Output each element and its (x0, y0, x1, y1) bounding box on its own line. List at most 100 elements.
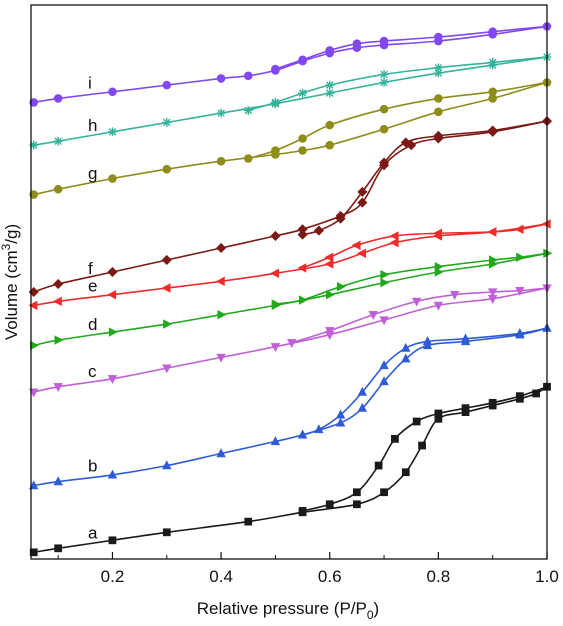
series-h-point (325, 88, 335, 98)
series-a-point (108, 536, 117, 545)
series-e-point (161, 283, 171, 293)
series-f-point (216, 242, 227, 254)
x-tick-label: 0.2 (101, 567, 125, 586)
series-a (29, 382, 551, 557)
series-label-a: a (88, 523, 98, 542)
series-g-point (434, 94, 443, 103)
series-d (30, 248, 553, 351)
series-b-point (335, 409, 346, 419)
series-h-point (53, 136, 63, 146)
series-i-point (29, 98, 39, 107)
series-e-point (52, 296, 62, 307)
series-g (29, 78, 552, 199)
series-c-point (433, 301, 444, 311)
series-c-point (515, 287, 525, 296)
series-a-point (488, 398, 497, 407)
series-f-point (357, 186, 368, 197)
series-i-adsorption-line (33, 25, 548, 104)
plot-content (28, 22, 553, 557)
series-b (29, 322, 552, 490)
series-g-desorption-line (248, 81, 548, 160)
series-i-point (271, 64, 280, 74)
series-label-i: i (88, 73, 92, 92)
series-e-point (324, 252, 334, 263)
series-a-point (401, 468, 410, 477)
series-e-point (514, 224, 524, 234)
series-d-point (108, 327, 118, 337)
series-d-point (54, 335, 64, 345)
series-g-point (271, 146, 280, 155)
series-c (29, 284, 552, 398)
series-e-point (357, 248, 366, 258)
series-i (29, 22, 552, 107)
series-h-point (433, 63, 443, 73)
series-h-point (162, 118, 172, 127)
series-b-point (357, 386, 368, 396)
series-e-point (297, 263, 307, 273)
series-label-d: d (88, 315, 97, 334)
series-c-point (270, 343, 281, 353)
series-e-point (433, 228, 443, 238)
series-d-point (217, 310, 227, 320)
series-h-point (108, 127, 117, 137)
series-c-point (216, 353, 226, 363)
series-e-point (389, 231, 399, 241)
series-e-point (28, 300, 38, 311)
series-a-point (380, 488, 388, 497)
series-a-point (412, 417, 421, 426)
series-label-h: h (88, 116, 97, 135)
series-a-point (532, 389, 541, 398)
series-h-point (298, 88, 307, 98)
series-a-point (391, 434, 399, 443)
series-g-point (216, 156, 226, 166)
x-tick-label: 0.6 (318, 567, 342, 586)
series-a-point (434, 409, 443, 418)
series-f-point (53, 278, 64, 290)
series-label-b: b (88, 457, 97, 476)
series-a-point (29, 548, 38, 557)
series-b-point (162, 460, 172, 470)
series-b-desorption-line (302, 327, 548, 436)
series-a-adsorption-line (33, 386, 548, 554)
series-a-point (162, 528, 171, 537)
series-b-point (357, 402, 368, 412)
series-b-point (335, 417, 346, 427)
series-d-point (326, 289, 336, 300)
series-b-point (379, 376, 389, 386)
series-a-point (54, 544, 63, 553)
series-e-point (351, 240, 361, 250)
series-d-point (434, 261, 444, 272)
series-g-point (53, 184, 63, 194)
series-a-point (418, 441, 426, 450)
series-c-point (449, 291, 460, 300)
series-a-point (353, 500, 361, 509)
series-label-c: c (88, 362, 97, 381)
series-h (29, 52, 552, 150)
series-i-point (325, 46, 335, 55)
series-d-point (380, 277, 390, 288)
series-g-point (108, 174, 117, 183)
series-f-adsorption-line (33, 120, 548, 293)
series-b-point (314, 424, 324, 434)
series-g-point (243, 154, 253, 163)
series-i-point (243, 71, 253, 81)
series-c-point (162, 364, 172, 374)
series-c-point (379, 316, 389, 326)
series-d-point (163, 319, 173, 329)
series-labels: a b c d ef g h i (88, 73, 98, 542)
series-f-point (313, 225, 324, 236)
series-g-point (379, 124, 389, 134)
series-i-point (162, 80, 172, 90)
series-i-point (488, 27, 497, 36)
x-tick-label: 1.0 (535, 567, 559, 586)
series-g-point (434, 107, 443, 117)
series-a-point (325, 500, 334, 509)
series-i-point (53, 94, 63, 103)
series-f-point (357, 197, 368, 208)
series-b-point (401, 342, 411, 352)
series-d-point (380, 269, 390, 280)
series-i-point (352, 39, 362, 49)
series-a-point (461, 404, 470, 413)
series-b-point (270, 436, 281, 446)
